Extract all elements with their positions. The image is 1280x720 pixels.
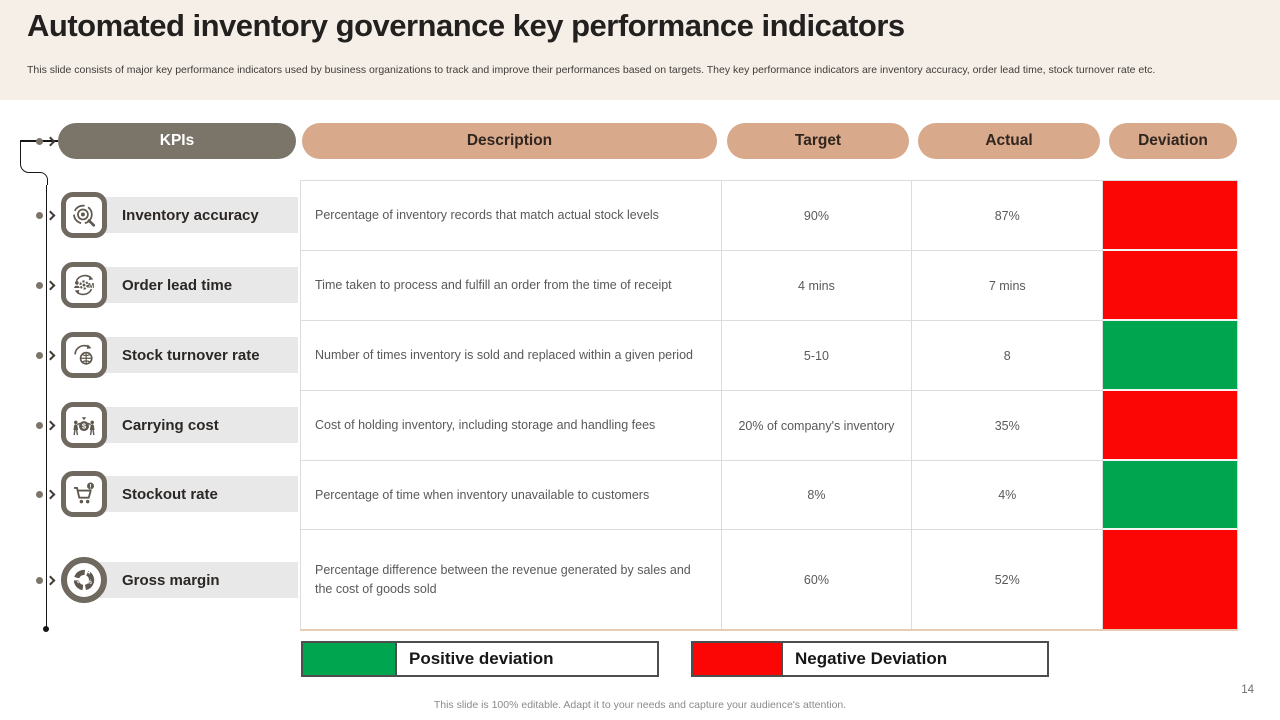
bullet-dot-icon (36, 351, 43, 359)
kpi-label: Inventory accuracy (84, 197, 298, 233)
column-header-target: Target (727, 123, 909, 159)
actual-cell: 8 (912, 321, 1104, 391)
deviation-cell (1103, 391, 1238, 461)
negative-swatch (693, 643, 783, 675)
deviation-cell (1103, 251, 1238, 321)
column-header-description: Description (302, 123, 717, 159)
table-row: Cost of holding inventory, including sto… (301, 391, 1238, 461)
description-cell: Percentage of time when inventory unavai… (301, 461, 722, 530)
actual-cell: 52% (912, 530, 1104, 629)
target-cell: 5-10 (721, 321, 913, 391)
actual-cell: 4% (912, 461, 1104, 530)
legend-positive: Positive deviation (301, 641, 659, 677)
kpi-label: Stockout rate (84, 476, 298, 512)
actual-cell: 7 mins (912, 251, 1104, 321)
chevron-right-icon (45, 136, 56, 146)
table-row: Number of times inventory is sold and re… (301, 321, 1238, 391)
deviation-cell (1103, 530, 1238, 629)
column-header-deviation: Deviation (1109, 123, 1237, 159)
deviation-cell (1103, 321, 1238, 391)
svg-text:$: $ (82, 422, 87, 431)
bullet-dot-icon (36, 490, 43, 498)
svg-text:%: % (87, 580, 93, 586)
carrying-cost-icon: $ (61, 402, 107, 448)
description-cell: Percentage of inventory records that mat… (301, 181, 722, 251)
connector-elbow (38, 172, 48, 185)
target-cell: 60% (721, 530, 913, 629)
bullet-dot-icon (36, 211, 43, 219)
kpi-label: Carrying cost (84, 407, 298, 443)
header-band (0, 0, 1280, 100)
svg-text:!: ! (89, 483, 91, 490)
order-lead-time-icon: M (61, 262, 107, 308)
table-row: Percentage difference between the revenu… (301, 530, 1238, 629)
gross-margin-icon: $ % (61, 557, 107, 603)
bullet-dot-icon (36, 281, 43, 289)
table-row: Percentage of time when inventory unavai… (301, 461, 1238, 530)
deviation-cell (1103, 181, 1238, 251)
connector-end-dot (43, 626, 49, 632)
kpi-label: Stock turnover rate (84, 337, 298, 373)
footer-note: This slide is 100% editable. Adapt it to… (433, 699, 847, 711)
target-cell: 90% (721, 181, 913, 251)
legend-positive-label: Positive deviation (409, 649, 554, 668)
stock-turnover-icon (61, 332, 107, 378)
inventory-accuracy-icon (61, 192, 107, 238)
page-number: 14 (1241, 684, 1254, 696)
kpi-table: Percentage of inventory records that mat… (300, 180, 1238, 631)
description-cell: Cost of holding inventory, including sto… (301, 391, 722, 461)
description-cell: Percentage difference between the revenu… (301, 530, 722, 629)
bullet-dot-icon (36, 576, 43, 584)
connector-line (45, 185, 48, 629)
connector-elbow (19, 141, 39, 173)
actual-cell: 35% (912, 391, 1104, 461)
column-header-kpis: KPIs (58, 123, 296, 159)
table-row: Time taken to process and fulfill an ord… (301, 251, 1238, 321)
positive-swatch (303, 643, 397, 675)
page-subtitle: This slide consists of major key perform… (27, 64, 1156, 76)
target-cell: 4 mins (721, 251, 913, 321)
svg-text:$: $ (77, 578, 81, 585)
deviation-cell (1103, 461, 1238, 530)
legend-negative-label: Negative Deviation (795, 649, 948, 668)
legend-negative: Negative Deviation (691, 641, 1049, 677)
kpi-label: Order lead time (84, 267, 298, 303)
description-cell: Time taken to process and fulfill an ord… (301, 251, 722, 321)
bullet-dot-icon (36, 137, 43, 145)
target-cell: 8% (721, 461, 913, 530)
actual-cell: 87% (912, 181, 1104, 251)
svg-text:M: M (88, 281, 94, 290)
description-cell: Number of times inventory is sold and re… (301, 321, 722, 391)
page-title: Automated inventory governance key perfo… (27, 8, 905, 43)
kpi-label: Gross margin (84, 562, 298, 598)
table-row: Percentage of inventory records that mat… (301, 181, 1238, 251)
stockout-cart-icon: ! (61, 471, 107, 517)
column-header-actual: Actual (918, 123, 1100, 159)
bullet-dot-icon (36, 421, 43, 429)
target-cell: 20% of company's inventory (721, 391, 913, 461)
